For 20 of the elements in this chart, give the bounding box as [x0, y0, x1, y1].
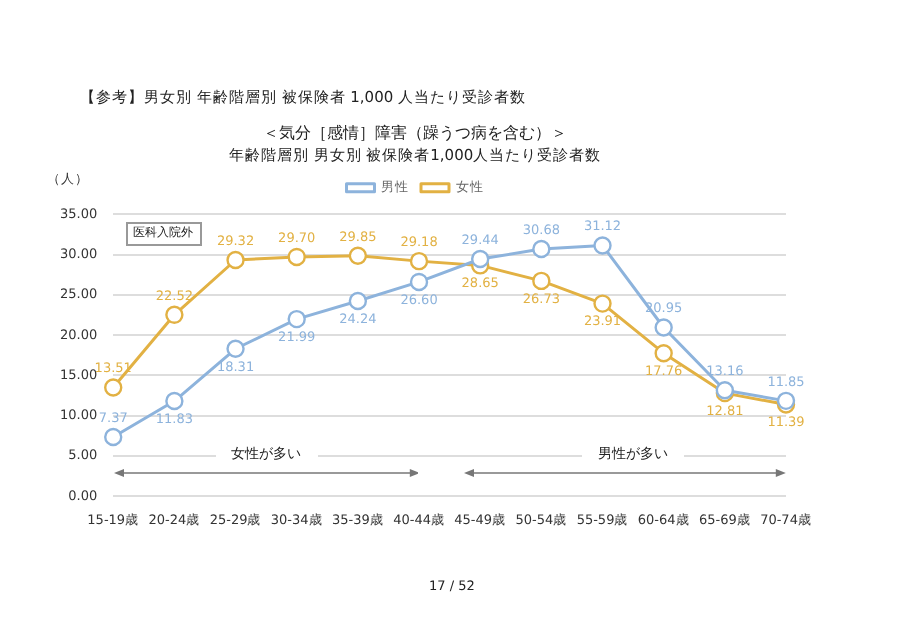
point — [532, 239, 551, 259]
point — [470, 249, 490, 269]
point — [593, 294, 612, 313]
point — [409, 272, 429, 292]
point — [348, 246, 368, 265]
point — [654, 318, 673, 337]
point — [654, 344, 673, 363]
point — [409, 251, 429, 271]
point — [593, 236, 612, 255]
point — [287, 247, 306, 267]
point — [165, 305, 184, 325]
point — [104, 427, 123, 447]
point — [287, 309, 306, 329]
point — [165, 391, 184, 411]
chart-title: ＜気分［感情］障害（躁うつ病を含む）＞ — [263, 123, 567, 142]
point — [226, 250, 245, 270]
point — [532, 271, 551, 291]
point — [104, 378, 123, 397]
point — [226, 339, 245, 358]
point — [348, 291, 368, 311]
